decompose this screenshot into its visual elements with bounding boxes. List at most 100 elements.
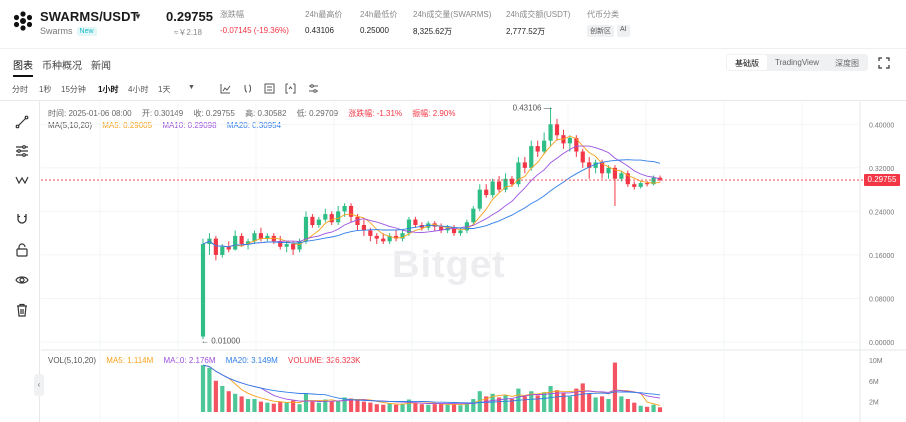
vol-ma20-line (202, 364, 661, 404)
last-price: 0.29755 (166, 9, 213, 24)
candle-body (207, 238, 212, 245)
candle-body (310, 216, 315, 225)
candle-body (612, 167, 618, 179)
ma10-value: MA10: 0.29098 (162, 121, 217, 130)
vol-ma5-value: MA5: 1.114M (106, 356, 154, 365)
volume-bar (368, 402, 373, 412)
divider (0, 100, 906, 101)
view-tradingview[interactable]: TradingView (775, 58, 820, 67)
interval-1s[interactable]: 1秒 (39, 85, 52, 94)
swarms-logo-icon (13, 11, 33, 31)
volume-bar (599, 396, 605, 412)
volume-bar (464, 402, 469, 412)
magnet-icon[interactable] (15, 212, 29, 226)
volume-bar (213, 380, 218, 412)
category-tag[interactable]: AI (617, 25, 630, 37)
stat-24h-turnover: 24h成交额(USDT) 2,777.52万 (506, 9, 570, 37)
ticker-header: SWARMS/USDT ▼ Swarms New 0.29755 ≈￥2.18 … (0, 0, 906, 44)
candle-body (265, 235, 270, 239)
cny-price: ≈￥2.18 (174, 28, 202, 37)
volume-bar (554, 390, 560, 412)
view-mode-switch: 基础版 TradingView 深度图 (726, 54, 869, 71)
tab-coin-overview[interactable]: 币种概况 (42, 61, 82, 72)
volume-bar (406, 399, 412, 412)
volume-bar (535, 395, 540, 412)
volume-value: VOLUME: 326.323K (288, 356, 361, 365)
candle-body (645, 183, 650, 185)
price-axis-label: 0.16000 (869, 253, 894, 260)
candle-body (599, 162, 605, 174)
pair-title[interactable]: SWARMS/USDT (40, 9, 139, 24)
more-intervals-icon[interactable]: ▼ (188, 84, 195, 91)
candle-body (593, 162, 598, 168)
tab-news[interactable]: 新闻 (91, 61, 111, 72)
lock-icon[interactable] (15, 243, 29, 257)
candle-body (580, 151, 585, 163)
interval-timeline[interactable]: 分时 (12, 85, 28, 94)
volume-bar (220, 386, 225, 412)
interval-1d[interactable]: 1天 (158, 85, 171, 94)
fullscreen-icon[interactable] (878, 57, 890, 69)
formula-icon[interactable] (243, 83, 254, 94)
interval-15m[interactable]: 15分钟 (61, 85, 86, 94)
eye-icon[interactable] (15, 273, 29, 287)
stat-label: 24h最低价 (360, 10, 398, 19)
chevron-down-icon[interactable]: ▼ (134, 12, 142, 21)
volume-bar (323, 399, 328, 412)
stat-24h-high: 24h最高价 0.43106 (305, 9, 342, 35)
vol-ma5-line (202, 364, 661, 406)
candle-body (400, 233, 405, 239)
candle-body (625, 173, 630, 185)
tab-chart[interactable]: 图表 (13, 57, 33, 77)
volume-bar (226, 391, 231, 412)
candle-body (381, 238, 386, 242)
volume-bar (252, 399, 257, 412)
vol-legend: VOL(5,10,20) MA5: 1.114M MA10: 2.176M MA… (48, 356, 369, 365)
price-axis-label: 0.08000 (869, 296, 894, 303)
content-tabs: 图表 币种概况 新闻 (0, 52, 906, 77)
candle-body (638, 183, 643, 187)
ma20-line (202, 159, 661, 248)
candle-body (342, 205, 347, 212)
candle-body (316, 219, 321, 225)
candle-body (587, 162, 592, 168)
view-depth[interactable]: 深度图 (835, 59, 860, 68)
candle-body (490, 181, 495, 196)
wave-pattern-icon[interactable] (15, 173, 29, 187)
legend-change: 涨跌幅: -1.31% (348, 109, 403, 118)
price-axis-label: 0.00000 (869, 340, 894, 347)
stat-label: 24h成交额(USDT) (506, 10, 571, 19)
candle-body (355, 216, 360, 225)
adjust-icon[interactable] (285, 83, 296, 94)
category-tag[interactable]: 创新区 (587, 25, 614, 37)
trend-line-icon[interactable] (15, 115, 29, 129)
volume-bar (245, 399, 251, 412)
vol-ma10-line (202, 364, 661, 405)
indicator-icon[interactable] (220, 83, 231, 94)
candle-body (368, 230, 373, 236)
volume-bar (439, 403, 444, 412)
candle-body (651, 177, 656, 185)
legend-close: 收: 0.29755 (193, 109, 235, 118)
settings-icon[interactable] (308, 83, 319, 94)
ma10-line (202, 145, 661, 248)
interval-1h[interactable]: 1小时 (98, 85, 119, 94)
stat-category: 代币分类 创新区 AI (587, 9, 630, 37)
trash-icon[interactable] (15, 303, 29, 317)
high-marker: 0.43106 — (513, 103, 552, 112)
volume-bar (638, 405, 643, 412)
candle-body (561, 135, 566, 144)
stat-value: 2,777.52万 (506, 27, 546, 36)
collapse-toolbar-icon[interactable]: ‹ (34, 374, 44, 396)
candle-body (226, 246, 231, 250)
view-basic[interactable]: 基础版 (727, 55, 767, 70)
interval-4h[interactable]: 4小时 (128, 85, 149, 94)
horizontal-lines-icon[interactable] (15, 144, 29, 158)
volume-bar (625, 399, 630, 412)
ma5-value: MA5: 0.29005 (102, 121, 153, 130)
stat-label: 24h成交量(SWARMS) (413, 10, 492, 19)
candle-body (516, 162, 521, 185)
interval-toolbar: 分时 1秒 15分钟 1小时 4小时 1天 ▼ (0, 80, 906, 98)
volume-bar (355, 399, 360, 412)
compare-icon[interactable] (264, 83, 275, 94)
